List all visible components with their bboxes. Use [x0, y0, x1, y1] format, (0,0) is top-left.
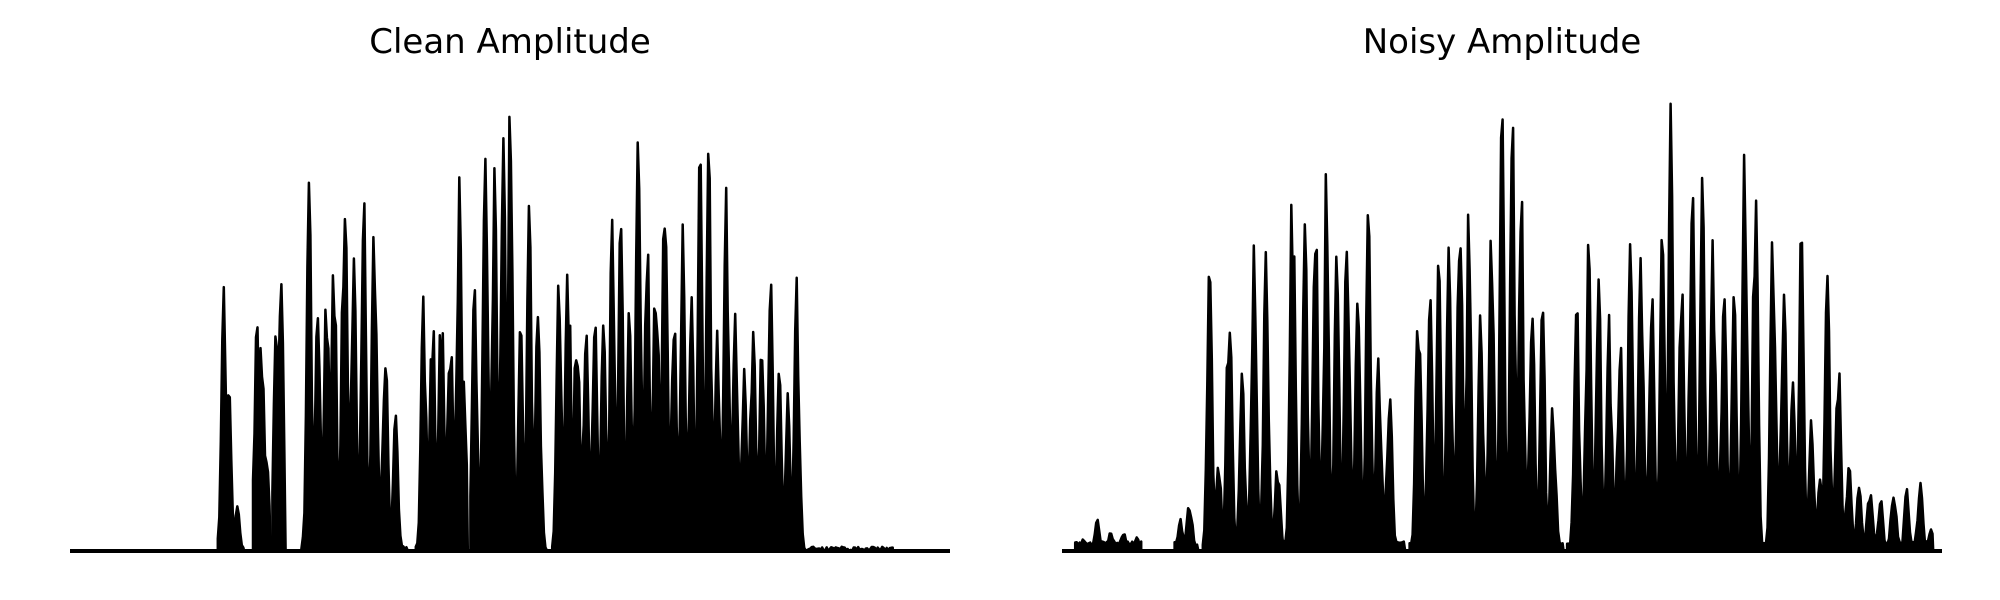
noisy-amplitude-burst-5: [1565, 102, 1768, 553]
clean-amplitude-panel: Clean Amplitude: [70, 0, 950, 600]
clean-amplitude-burst-6: [550, 141, 895, 553]
clean-amplitude-burst-1: [251, 326, 272, 553]
noisy-amplitude-burst-2: [1201, 244, 1286, 553]
noisy-amplitude-title: Noisy Amplitude: [1362, 22, 1642, 62]
clean-amplitude-burst-0: [216, 285, 246, 553]
clean-amplitude-burst-2: [271, 282, 287, 553]
noisy-amplitude-burst-4: [1408, 118, 1565, 553]
clean-amplitude-burst-3: [300, 181, 410, 553]
clean-amplitude-plot: [70, 115, 950, 553]
noisy-amplitude-burst-1: [1173, 506, 1200, 553]
noisy-amplitude-burst-3: [1282, 173, 1407, 553]
clean-amplitude-burst-4: [414, 176, 470, 553]
clean-amplitude-burst-5: [469, 115, 549, 553]
noisy-amplitude-burst-6: [1764, 241, 1935, 553]
noisy-amplitude-panel: Noisy Amplitude: [1062, 0, 1942, 600]
noisy-amplitude-plot: [1062, 102, 1942, 553]
clean-amplitude-title: Clean Amplitude: [369, 22, 651, 62]
noisy-amplitude-burst-0: [1073, 518, 1143, 553]
